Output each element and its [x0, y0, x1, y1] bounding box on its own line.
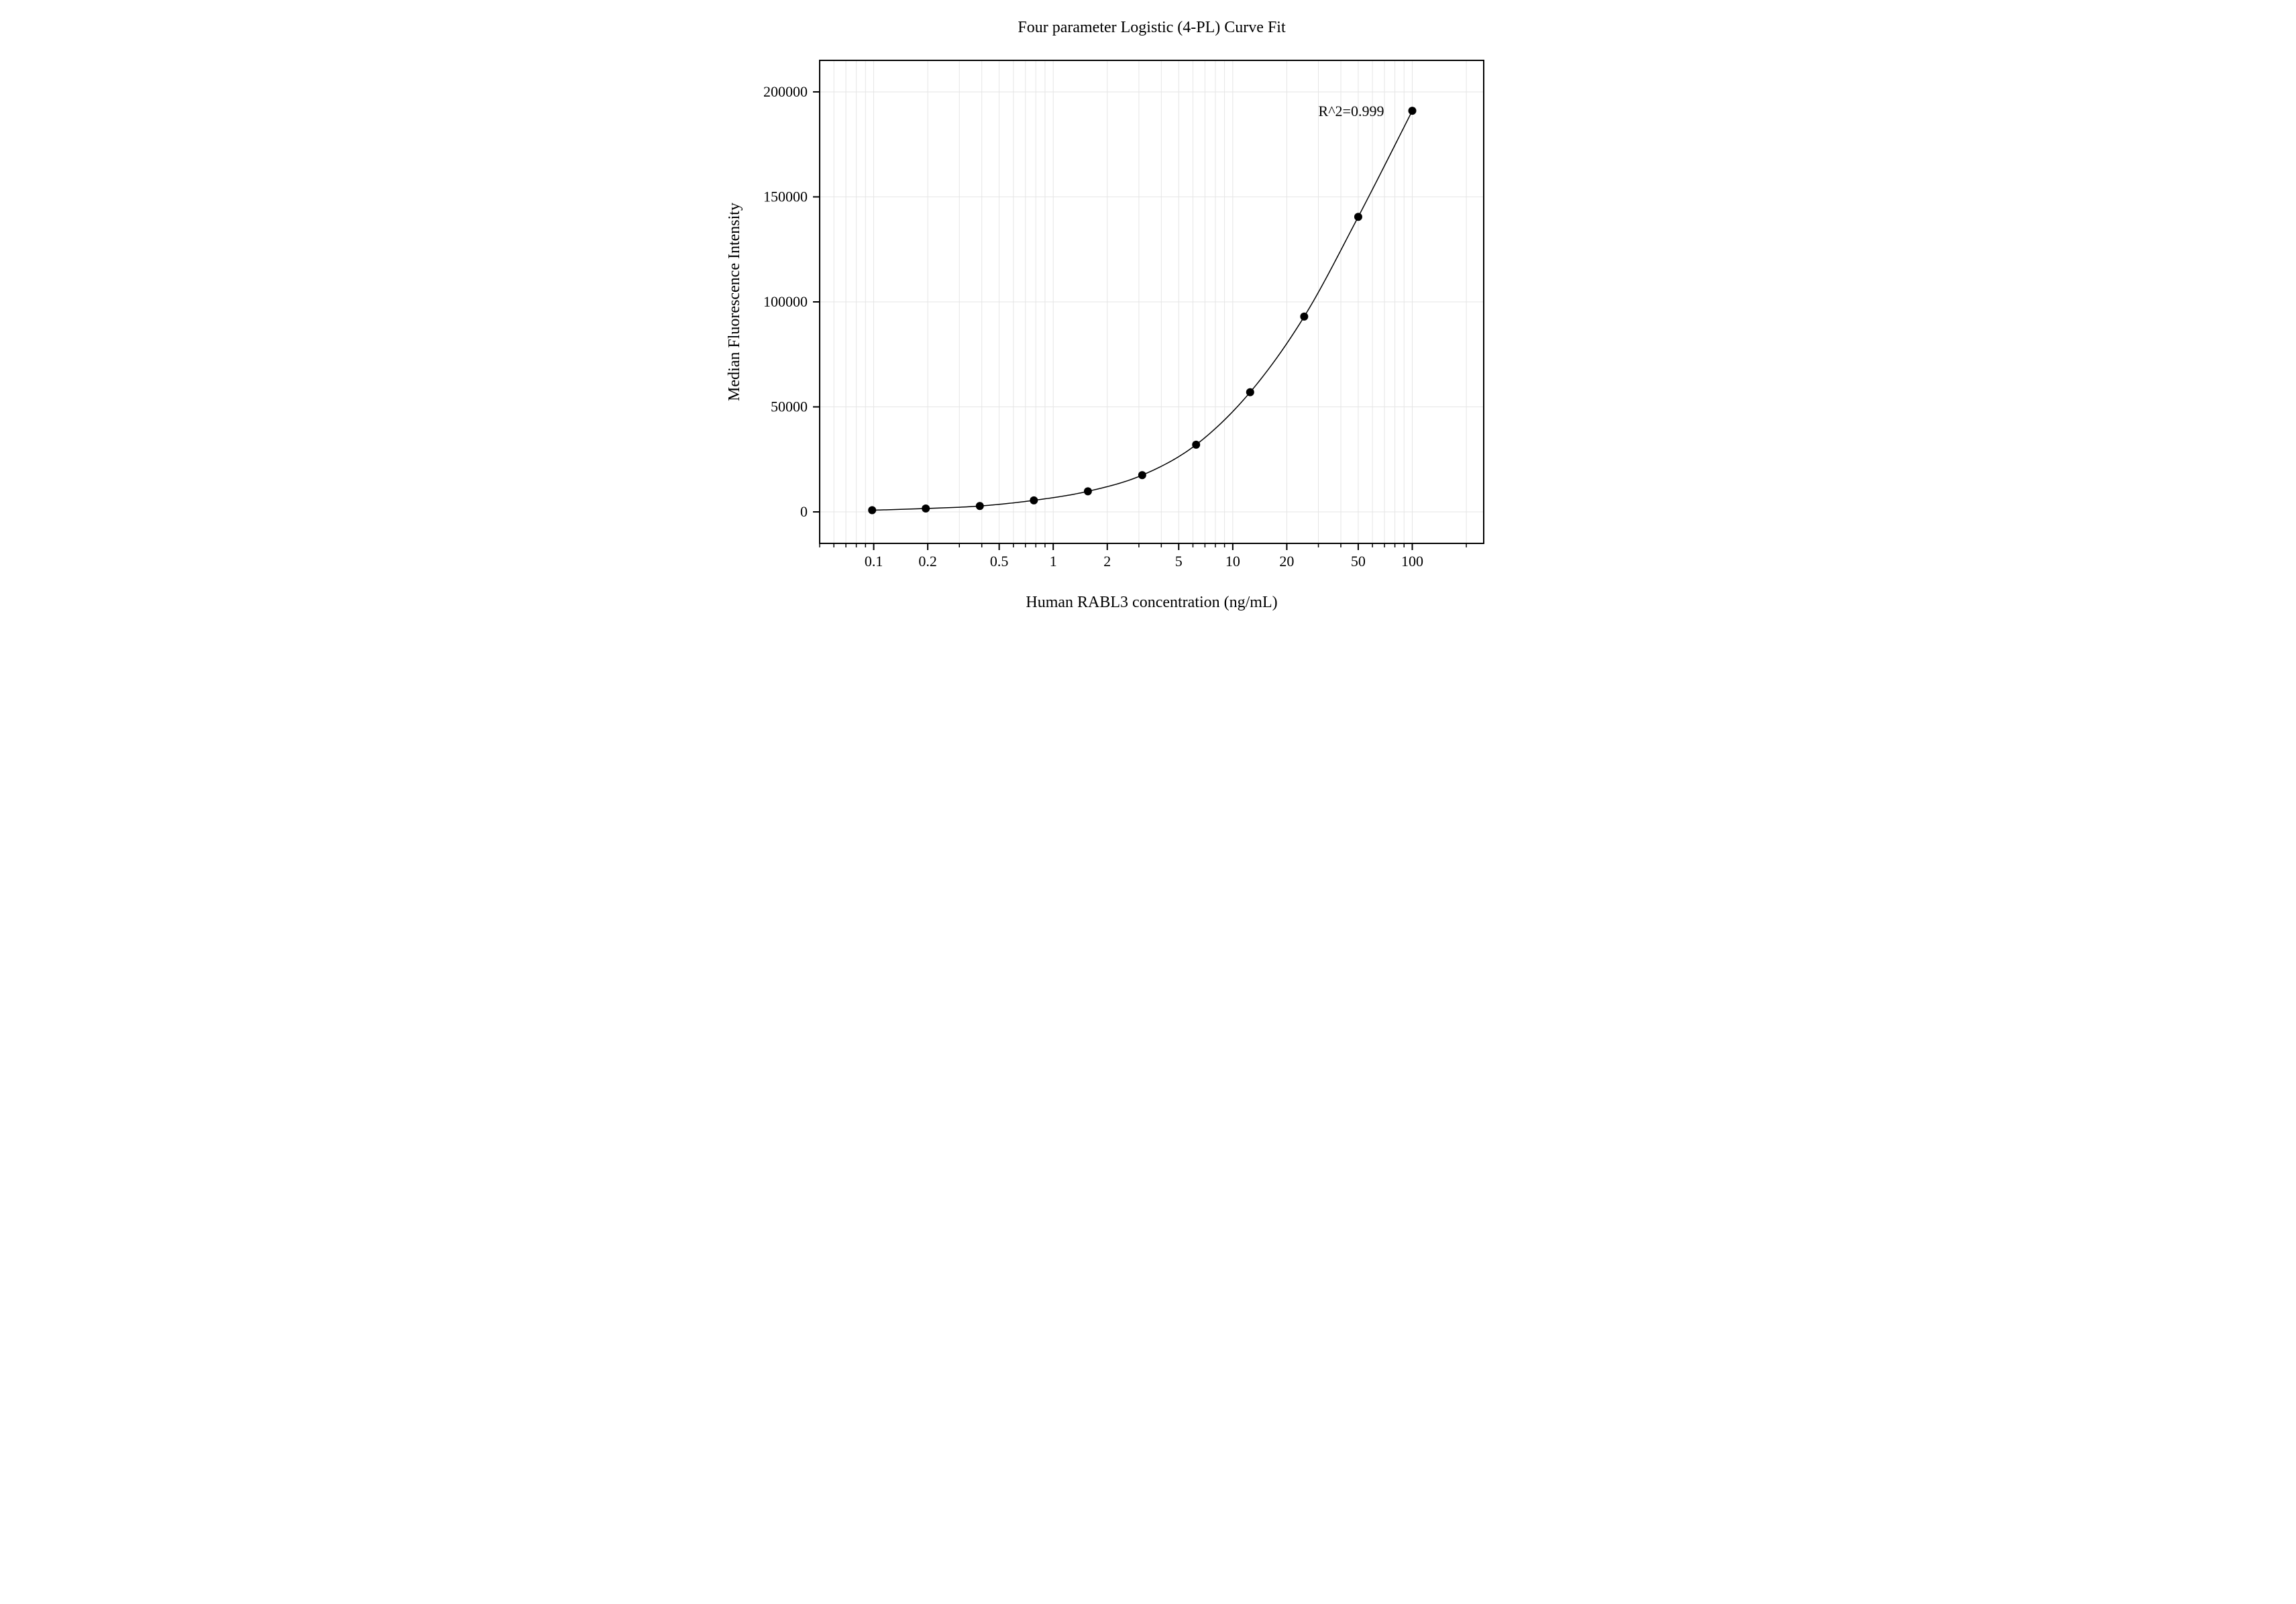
data-point	[1192, 441, 1200, 449]
y-tick-label: 200000	[763, 83, 808, 100]
x-tick-label: 2	[1103, 553, 1111, 570]
chart-container: 0 50000 100000 150000 200000 0.1 0.2 0.5 1 2 5 10 20…	[632, 0, 1665, 722]
x-tick-label: 10	[1225, 553, 1240, 570]
chart-title: Four parameter Logistic (4-PL) Curve Fit	[1018, 19, 1286, 36]
data-point	[1408, 107, 1416, 115]
y-tick-label: 50000	[771, 398, 808, 415]
x-tick-label: 0.2	[918, 553, 937, 570]
r-squared-annotation: R^2=0.999	[1318, 103, 1384, 119]
x-tick-label: 100	[1401, 553, 1423, 570]
x-tick-label: 50	[1350, 553, 1365, 570]
data-point	[1246, 388, 1254, 396]
data-point	[1354, 213, 1362, 221]
y-tick-label: 100000	[763, 293, 808, 310]
chart-background	[632, 0, 1665, 722]
x-tick-label: 5	[1174, 553, 1182, 570]
y-tick-label: 150000	[763, 188, 808, 205]
x-tick-label: 0.5	[989, 553, 1008, 570]
x-tick-label: 1	[1049, 553, 1056, 570]
data-point	[868, 506, 876, 515]
data-point	[1300, 313, 1308, 321]
data-point	[1030, 496, 1038, 504]
data-point	[922, 504, 930, 513]
data-point	[1138, 471, 1146, 479]
x-tick-label: 0.1	[864, 553, 883, 570]
x-tick-label: 20	[1279, 553, 1294, 570]
data-point	[1083, 487, 1091, 495]
chart-svg: 0 50000 100000 150000 200000 0.1 0.2 0.5 1 2 5 10 20…	[632, 0, 1665, 722]
x-axis-label: Human RABL3 concentration (ng/mL)	[1026, 594, 1277, 611]
data-point	[975, 502, 983, 510]
y-axis-label: Median Fluorescence Intensity	[726, 203, 743, 401]
y-tick-label: 0	[800, 503, 808, 520]
